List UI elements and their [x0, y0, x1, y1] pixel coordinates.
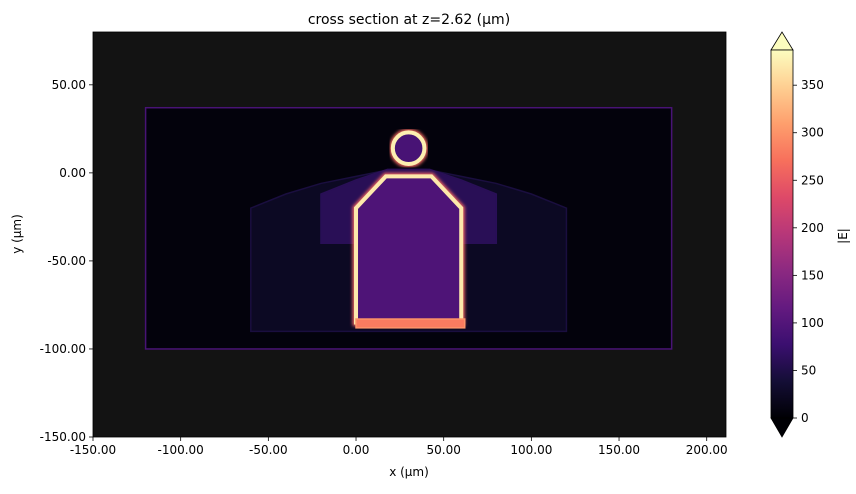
colorbar-tick-label: 200 [801, 221, 824, 235]
field-region [354, 174, 464, 325]
chart-title: cross section at z=2.62 (µm) [308, 12, 510, 28]
colorbar-tick-label: 300 [801, 126, 824, 140]
colorbar-extend-min [770, 417, 794, 438]
x-axis: -150.00 -100.00 -50.00 0.00 50.00 100.00 150.0… [70, 437, 728, 457]
y-tick-label: -50.00 [47, 254, 86, 268]
y-axis: 50.00 0.00 -50.00 -100.00 -150.00 [40, 78, 93, 444]
x-tick-label: -50.00 [249, 443, 288, 457]
x-tick-label: -100.00 [158, 443, 204, 457]
colorbar-extend-max [770, 31, 794, 51]
colorbar-tick-label: 0 [801, 411, 809, 425]
colorbar-tick-label: 100 [801, 316, 824, 330]
colorbar: 0 50 100 150 200 250 300 350 |E| [770, 31, 850, 438]
y-axis-label: y (µm) [10, 214, 24, 254]
x-tick-label: 200.00 [686, 443, 728, 457]
x-tick-label: 150.00 [598, 443, 640, 457]
y-tick-label: -100.00 [40, 342, 86, 356]
x-tick-label: -150.00 [70, 443, 116, 457]
field-region [390, 130, 427, 166]
colorbar-tick-label: 150 [801, 268, 824, 282]
y-tick-label: 0.00 [59, 166, 86, 180]
plot-frame [92, 31, 727, 438]
field-region [355, 318, 466, 329]
colorbar-gradient [770, 49, 794, 419]
colorbar-tick-label: 350 [801, 78, 824, 92]
colorbar-tick-label: 250 [801, 173, 824, 187]
x-axis-label: x (µm) [389, 465, 429, 479]
x-tick-label: 0.00 [343, 443, 370, 457]
y-tick-label: 50.00 [52, 78, 86, 92]
y-tick-label: -150.00 [40, 430, 86, 444]
x-tick-label: 50.00 [427, 443, 461, 457]
plot-area [93, 32, 726, 437]
colorbar-label: |E| [836, 228, 850, 244]
x-tick-label: 100.00 [510, 443, 552, 457]
colorbar-tick-label: 50 [801, 363, 816, 377]
